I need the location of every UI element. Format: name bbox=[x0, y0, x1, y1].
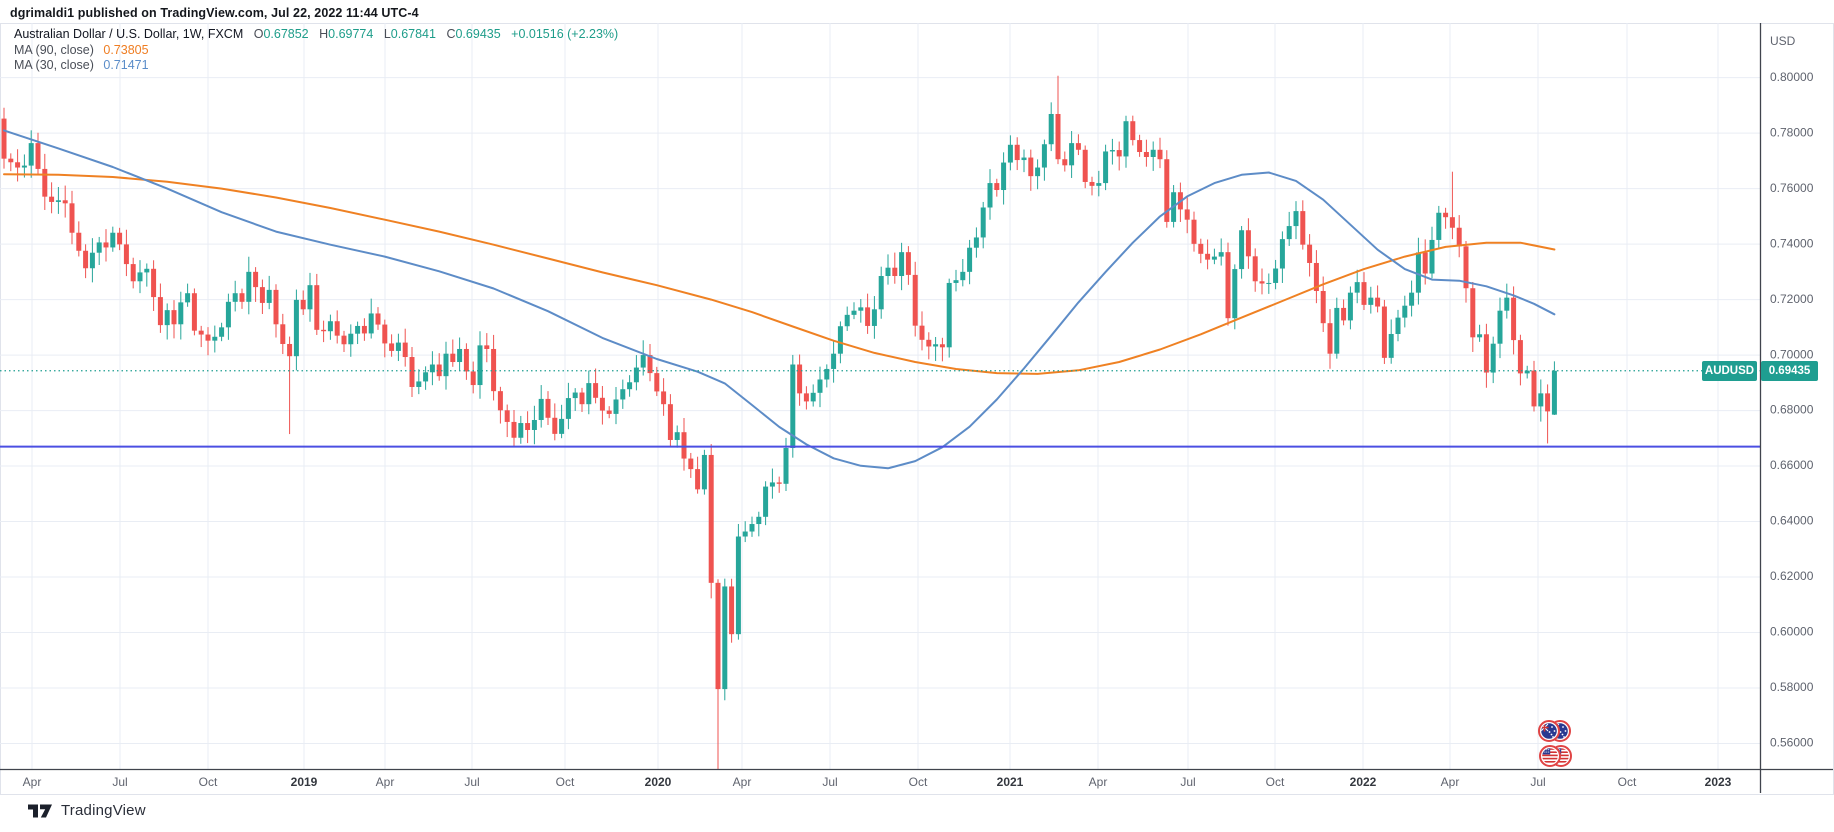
ma90-label: MA (90, close) bbox=[14, 42, 94, 57]
symbol-title: Australian Dollar / U.S. Dollar, 1W, FXC… bbox=[14, 27, 244, 41]
candlestick-series bbox=[1, 75, 1557, 769]
low-label: L bbox=[383, 27, 391, 41]
svg-text:Jul: Jul bbox=[464, 775, 479, 789]
price-axis-currency-label: USD bbox=[1770, 34, 1796, 48]
svg-text:0.64000: 0.64000 bbox=[1770, 514, 1814, 528]
svg-text:2020: 2020 bbox=[645, 775, 672, 789]
time-axis-labels[interactable]: Apr Jul Oct 2019 Apr Jul Oct 2020 Apr Jul Oct 2021 A… bbox=[23, 775, 1732, 789]
united-states-flag-icon bbox=[1539, 745, 1572, 767]
legend-ma30-row[interactable]: MA (30, close) 0.71471 bbox=[14, 58, 618, 74]
svg-text:Oct: Oct bbox=[199, 775, 218, 789]
svg-text:Oct: Oct bbox=[1266, 775, 1285, 789]
ma90-line bbox=[3, 173, 1556, 375]
svg-text:0.80000: 0.80000 bbox=[1770, 70, 1814, 84]
svg-text:Apr: Apr bbox=[733, 775, 752, 789]
open-label: O bbox=[253, 27, 264, 41]
australia-flag-icon bbox=[1538, 720, 1571, 742]
ma30-label: MA (30, close) bbox=[14, 58, 94, 72]
svg-text:0.70000: 0.70000 bbox=[1770, 347, 1814, 361]
svg-text:0.62000: 0.62000 bbox=[1770, 569, 1814, 583]
svg-text:Jul: Jul bbox=[1180, 775, 1195, 789]
tradingview-logo-icon bbox=[28, 804, 52, 817]
flag-markers[interactable] bbox=[1538, 720, 1572, 767]
svg-text:2023: 2023 bbox=[1705, 775, 1732, 789]
legend-symbol-row[interactable]: Australian Dollar / U.S. Dollar, 1W, FXC… bbox=[14, 27, 618, 43]
change-value: +0.01516 (+2.23%) bbox=[511, 27, 619, 41]
svg-text:Jul: Jul bbox=[112, 775, 127, 789]
svg-text:Apr: Apr bbox=[1441, 775, 1460, 789]
svg-text:Apr: Apr bbox=[376, 775, 395, 789]
svg-text:0.60000: 0.60000 bbox=[1770, 625, 1814, 639]
ma30-value: 0.71471 bbox=[103, 58, 149, 72]
tradingview-logo[interactable]: TradingView bbox=[28, 802, 146, 819]
svg-text:Oct: Oct bbox=[1618, 775, 1637, 789]
legend-ma90-row[interactable]: MA (90, close) 0.73805 bbox=[14, 43, 618, 59]
svg-text:0.72000: 0.72000 bbox=[1770, 292, 1814, 306]
svg-text:Oct: Oct bbox=[556, 775, 575, 789]
svg-text:0.76000: 0.76000 bbox=[1770, 181, 1814, 195]
low-value: 0.67841 bbox=[390, 27, 436, 41]
chart-legend: Australian Dollar / U.S. Dollar, 1W, FXC… bbox=[14, 27, 618, 74]
svg-text:0.56000: 0.56000 bbox=[1770, 736, 1814, 750]
svg-text:0.68000: 0.68000 bbox=[1770, 403, 1814, 417]
open-value: 0.67852 bbox=[263, 27, 309, 41]
svg-text:0.58000: 0.58000 bbox=[1770, 680, 1814, 694]
close-label: C bbox=[446, 27, 456, 41]
tradingview-logo-text: TradingView bbox=[61, 802, 146, 819]
svg-text:Oct: Oct bbox=[909, 775, 928, 789]
moving-average-lines bbox=[3, 129, 1556, 470]
svg-text:Jul: Jul bbox=[1530, 775, 1545, 789]
svg-text:0.74000: 0.74000 bbox=[1770, 236, 1814, 250]
svg-text:Jul: Jul bbox=[822, 775, 837, 789]
ma30-line bbox=[3, 129, 1556, 470]
high-label: H bbox=[319, 27, 329, 41]
last-price-symbol-badge: AUDUSD bbox=[1702, 361, 1757, 381]
last-price-value-badge: 0.69435 bbox=[1761, 361, 1818, 381]
svg-text:Apr: Apr bbox=[23, 775, 42, 789]
svg-text:2022: 2022 bbox=[1350, 775, 1377, 789]
price-axis-labels[interactable]: 0.80000 0.78000 0.76000 0.74000 0.72000 0.700… bbox=[1770, 70, 1814, 750]
ma90-value: 0.73805 bbox=[103, 42, 149, 57]
published-byline: dgrimaldi1 published on TradingView.com,… bbox=[10, 6, 419, 20]
grid-lines bbox=[0, 23, 1760, 769]
svg-text:2019: 2019 bbox=[291, 775, 318, 789]
close-value: 0.69435 bbox=[455, 27, 501, 41]
svg-text:0.78000: 0.78000 bbox=[1770, 125, 1814, 139]
high-value: 0.69774 bbox=[328, 27, 374, 41]
svg-text:2021: 2021 bbox=[997, 775, 1024, 789]
svg-text:0.66000: 0.66000 bbox=[1770, 458, 1814, 472]
svg-text:Apr: Apr bbox=[1089, 775, 1108, 789]
